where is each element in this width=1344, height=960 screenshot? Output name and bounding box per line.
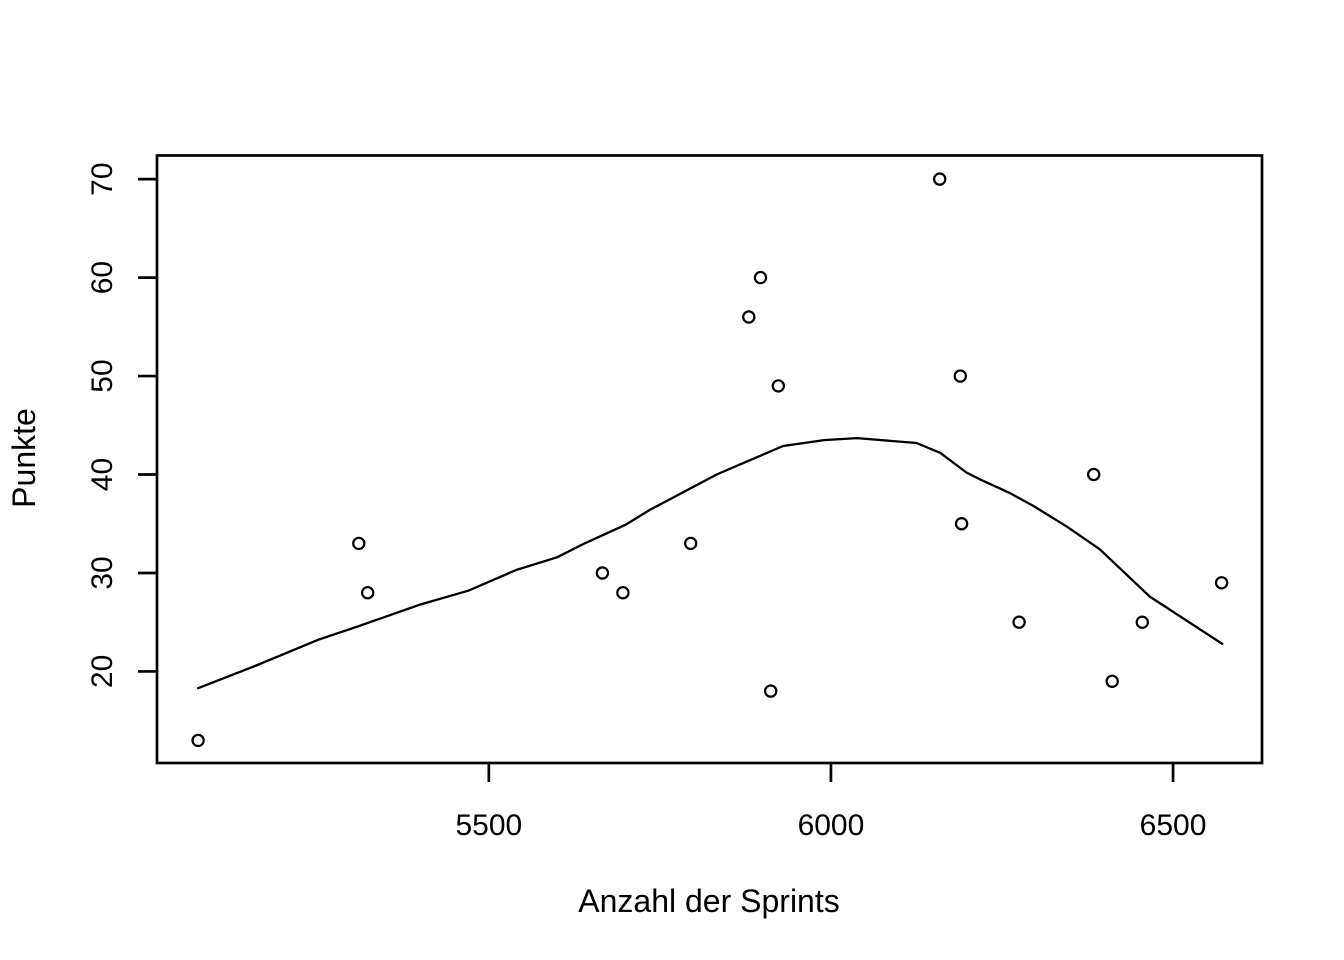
plot-box <box>155 154 1264 765</box>
data-point <box>191 733 205 748</box>
x-axis-title: Anzahl der Sprints <box>578 883 839 919</box>
data-point <box>953 369 968 383</box>
data-point <box>1214 576 1229 590</box>
x-tick-label: 6500 <box>1140 809 1207 842</box>
data-point <box>352 536 366 551</box>
y-tick-label: 30 <box>86 556 119 589</box>
data-point <box>616 586 630 600</box>
y-tick-label: 70 <box>86 162 119 195</box>
data-point <box>1135 615 1150 629</box>
y-tick-label: 40 <box>86 458 119 491</box>
data-point <box>764 684 778 698</box>
y-axis-title: Punkte <box>6 408 42 508</box>
data-point <box>1086 467 1101 482</box>
data-point <box>1105 674 1119 689</box>
data-point <box>753 270 768 285</box>
data-point <box>361 586 375 600</box>
data-point <box>954 517 969 531</box>
data-point <box>595 566 610 580</box>
data-point <box>771 379 786 393</box>
y-tick-label: 60 <box>86 261 119 294</box>
y-tick-label: 20 <box>86 655 119 688</box>
data-point <box>684 536 698 551</box>
y-tick-label: 50 <box>86 359 119 392</box>
x-tick-label: 5500 <box>455 809 522 842</box>
lowess-curve <box>196 436 1224 690</box>
data-point <box>742 310 756 324</box>
data-point <box>933 172 947 186</box>
data-point <box>1012 615 1026 629</box>
plot-layer: 5500 6000 6500 20 30 40 50 60 70 <box>86 154 1264 842</box>
x-tick-label: 6000 <box>798 809 865 842</box>
